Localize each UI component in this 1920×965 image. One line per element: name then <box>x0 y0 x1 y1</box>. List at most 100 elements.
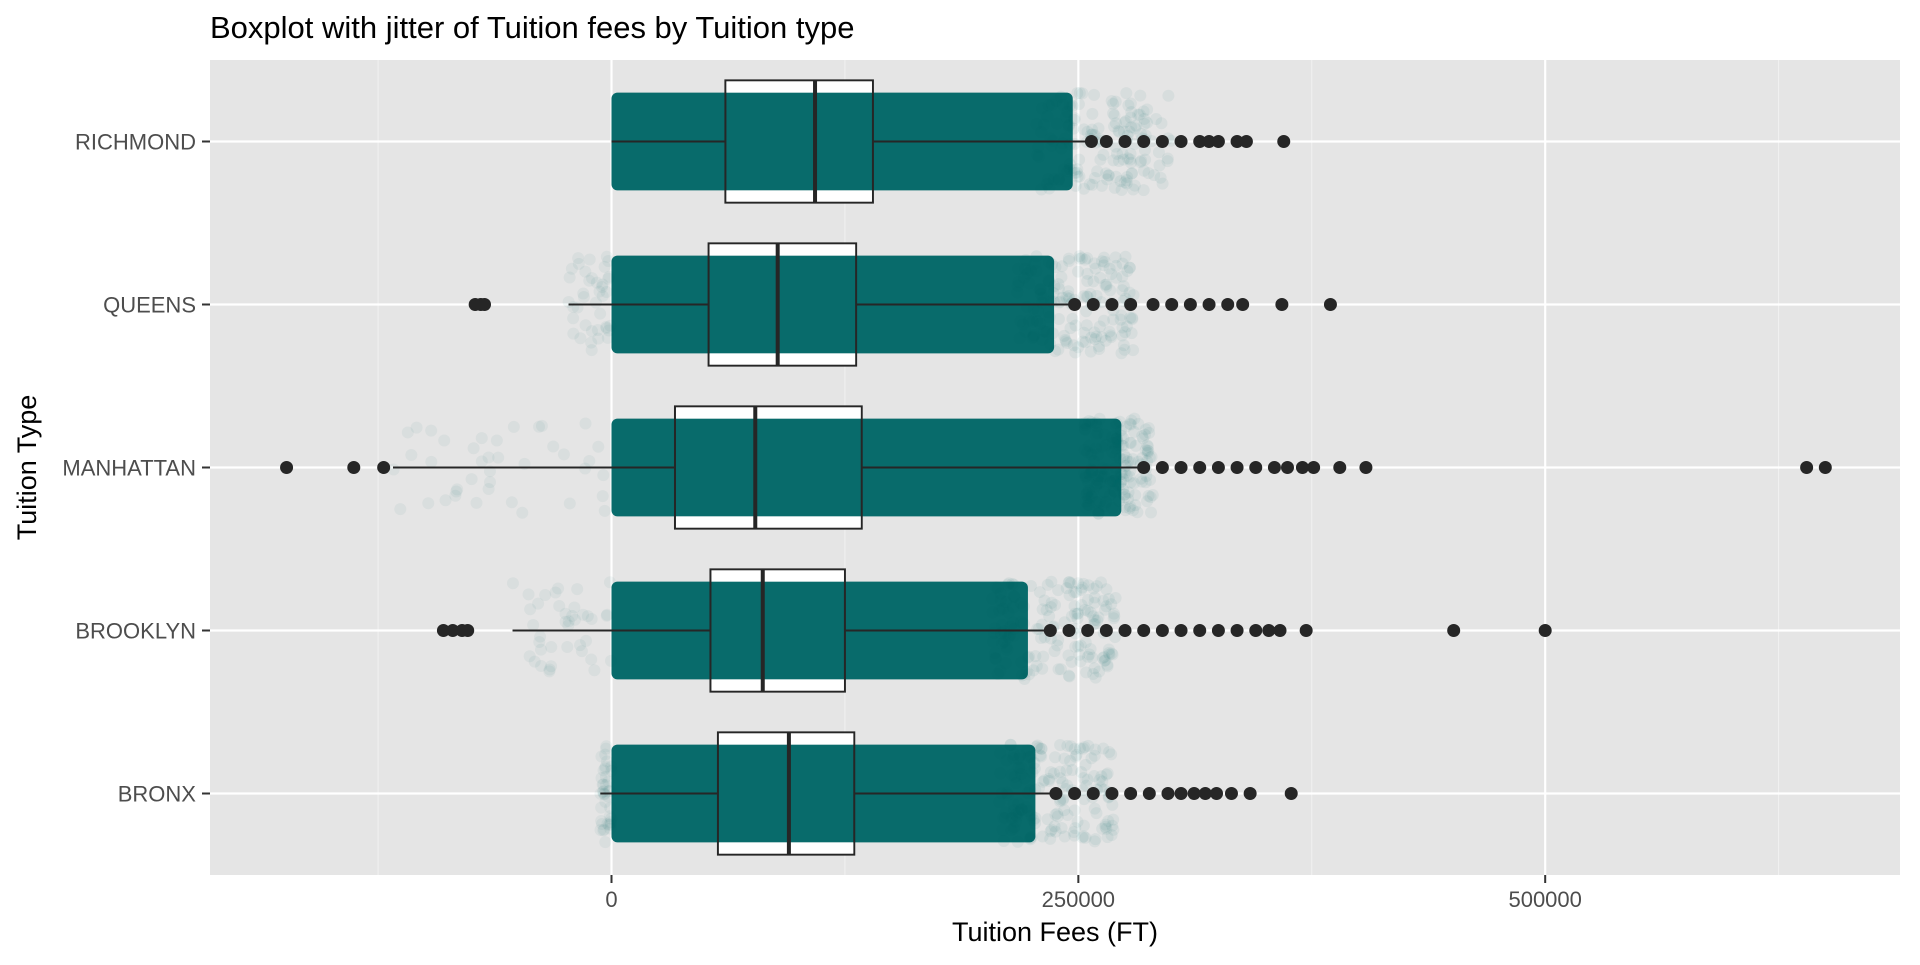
jitter-point <box>1108 610 1121 623</box>
jitter-point <box>1022 804 1035 817</box>
jitter-point <box>1068 114 1081 127</box>
jitter-point <box>1136 452 1149 465</box>
jitter-point <box>599 795 612 808</box>
jitter-point <box>599 836 612 849</box>
jitter-point <box>1118 501 1131 514</box>
jitter-point <box>1069 319 1082 332</box>
jitter-point <box>1003 629 1016 642</box>
jitter-point <box>1142 440 1155 453</box>
jitter-point <box>1117 483 1130 496</box>
jitter-point <box>1062 120 1075 133</box>
jitter-point <box>1078 443 1091 456</box>
jitter-point <box>1127 183 1140 196</box>
jitter-point <box>1112 124 1125 137</box>
jitter-point <box>1095 770 1108 783</box>
jitter-point <box>1065 610 1078 623</box>
jitter-point <box>1088 614 1101 627</box>
jitter-point <box>577 287 590 300</box>
jitter-point <box>1037 118 1050 131</box>
jitter-point <box>594 823 607 836</box>
jitter-point <box>1008 629 1021 642</box>
jitter-point <box>1081 604 1094 617</box>
jitter-point <box>1056 137 1069 150</box>
jitter-point <box>1062 118 1075 131</box>
jitter-point <box>1110 259 1123 272</box>
jitter-point <box>1052 663 1065 676</box>
jitter-point <box>1070 748 1083 761</box>
jitter-point <box>534 630 547 643</box>
jitter-point <box>1020 665 1033 678</box>
jitter-point <box>1107 475 1120 488</box>
jitter-point <box>1081 773 1094 786</box>
jitter-point <box>1002 631 1015 644</box>
jitter-point <box>1071 170 1084 183</box>
jitter-point <box>1083 439 1096 452</box>
outlier-point <box>1538 624 1552 637</box>
jitter-point <box>1078 741 1091 754</box>
jitter-point <box>1059 175 1072 188</box>
jitter-point <box>1107 313 1120 326</box>
jitter-point <box>600 609 613 622</box>
jitter-point <box>1110 470 1123 483</box>
jitter-point <box>991 582 1004 595</box>
jitter-point <box>577 291 590 304</box>
jitter-point <box>605 760 618 773</box>
jitter-point <box>571 583 584 596</box>
jitter-point <box>1082 491 1095 504</box>
jitter-point <box>1120 451 1133 464</box>
jitter-point <box>562 615 575 628</box>
jitter-point <box>1018 772 1031 785</box>
jitter-point <box>1091 614 1104 627</box>
jitter-point <box>1099 334 1112 347</box>
jitter-point <box>1064 754 1077 767</box>
jitter-point <box>1018 271 1031 284</box>
jitter-point <box>506 577 519 590</box>
jitter-point <box>1141 103 1154 116</box>
outlier-point <box>1239 135 1253 148</box>
jitter-point <box>1041 177 1054 190</box>
jitter-point <box>1100 463 1113 476</box>
outlier-point <box>1211 461 1225 474</box>
jitter-point <box>1066 312 1079 325</box>
jitter-point <box>1080 502 1093 515</box>
jitter-point <box>1049 751 1062 764</box>
jitter-point <box>1072 577 1085 590</box>
jitter-point <box>1113 415 1126 428</box>
jitter-point <box>1087 582 1100 595</box>
jitter-point <box>492 451 505 464</box>
outlier-point <box>1284 787 1298 800</box>
jitter-point <box>1116 270 1129 283</box>
jitter-point <box>553 599 566 612</box>
jitter-point <box>1087 610 1100 623</box>
jitter-point <box>1018 262 1031 275</box>
jitter-point <box>1092 448 1105 461</box>
jitter-point <box>1116 257 1129 270</box>
box-top-fill <box>711 570 844 582</box>
jitter-point <box>1060 111 1073 124</box>
jitter-point <box>1063 670 1076 683</box>
outlier-point <box>1187 787 1201 800</box>
jitter-point <box>1154 171 1167 184</box>
jitter-point <box>1021 744 1034 757</box>
jitter-point <box>1084 345 1097 358</box>
jitter-point <box>1087 667 1100 680</box>
jitter-point <box>523 650 536 663</box>
jitter-point <box>1023 277 1036 290</box>
outlier-point <box>1236 298 1250 311</box>
jitter-point <box>1141 446 1154 459</box>
outlier-point <box>1174 135 1188 148</box>
jitter-point <box>585 336 598 349</box>
jitter-point <box>1035 742 1048 755</box>
outlier-point <box>1161 787 1175 800</box>
jitter-point <box>994 664 1007 677</box>
outlier-point <box>1137 624 1151 637</box>
jitter-point <box>1126 311 1139 324</box>
jitter-point <box>1101 658 1114 671</box>
jitter-point <box>1135 154 1148 167</box>
jitter-point <box>1084 643 1097 656</box>
jitter-point <box>1112 479 1125 492</box>
jitter-point <box>425 424 438 437</box>
jitter-point <box>1042 773 1055 786</box>
jitter-point <box>552 582 565 595</box>
x-tick-label: 250000 <box>1042 887 1115 912</box>
